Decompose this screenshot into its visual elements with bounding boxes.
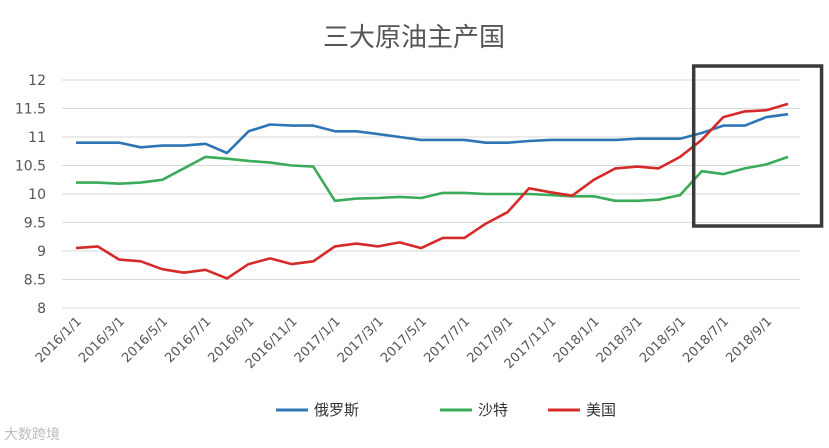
x-tick-label: 2018/5/1 <box>637 314 689 366</box>
x-tick-label: 2017/1/1 <box>292 314 344 366</box>
x-tick-label: 2016/3/1 <box>76 314 128 366</box>
y-tick-label: 8 <box>37 301 46 317</box>
highlight-box <box>691 64 824 228</box>
series-line <box>76 112 789 155</box>
legend-label: 俄罗斯 <box>314 401 359 419</box>
x-tick-label: 2016/7/1 <box>162 314 214 366</box>
x-tick-label: 2017/3/1 <box>335 314 387 366</box>
chart-title: 三大原油主产国 <box>323 23 505 53</box>
x-tick-label: 2017/5/1 <box>378 314 430 366</box>
x-tick-label: 2018/7/1 <box>680 314 732 366</box>
series-line <box>75 102 789 280</box>
y-tick-label: 11.5 <box>15 102 46 118</box>
series-line <box>76 155 789 203</box>
y-tick-label: 8.5 <box>24 273 46 289</box>
x-tick-label: 2018/1/1 <box>551 314 603 366</box>
legend-label: 美国 <box>586 401 616 419</box>
watermark-text: 大数跨境 <box>4 427 60 443</box>
x-tick-label: 2016/1/1 <box>33 314 85 366</box>
y-tick-label: 10.5 <box>15 159 46 175</box>
legend-label: 沙特 <box>478 401 508 419</box>
x-tick-label: 2016/5/1 <box>119 314 171 366</box>
x-tick-label: 2017/7/1 <box>421 314 473 366</box>
y-tick-label: 10 <box>28 187 46 203</box>
y-tick-label: 12 <box>28 73 46 89</box>
y-tick-label: 11 <box>28 130 46 146</box>
x-tick-label: 2018/9/1 <box>723 314 775 366</box>
y-tick-label: 9 <box>37 244 46 260</box>
y-tick-label: 9.5 <box>24 216 46 232</box>
x-tick-label: 2018/3/1 <box>594 314 646 366</box>
